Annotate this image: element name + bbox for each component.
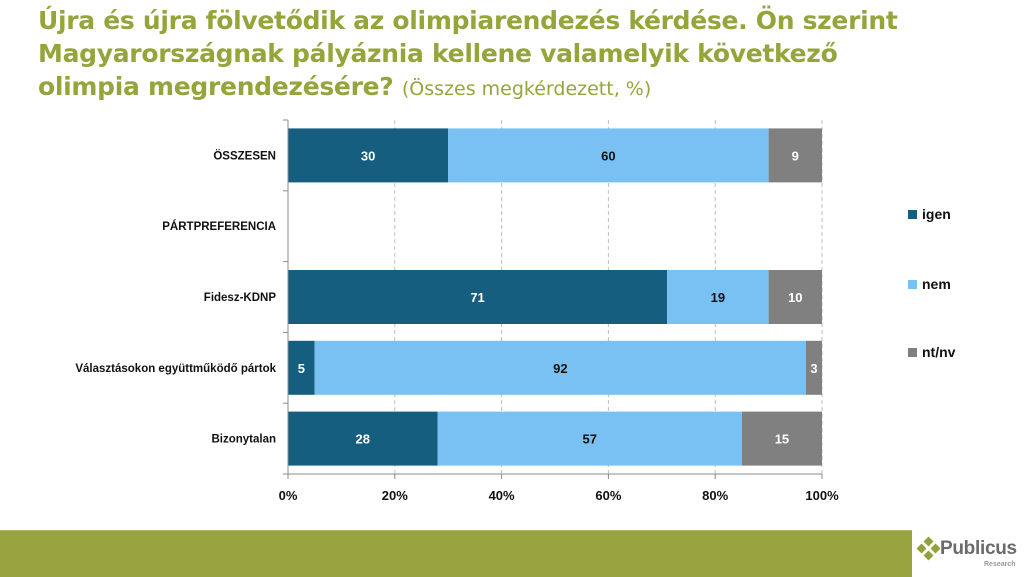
data-label: 57	[582, 432, 596, 447]
legend-item-ntnv: nt/nv	[908, 344, 955, 360]
category-label: Fidesz-KDNP	[204, 292, 277, 304]
bar-segment-nem	[437, 411, 742, 466]
legend-label-nem: nem	[922, 276, 951, 292]
category-label: Bizonytalan	[211, 434, 276, 446]
legend-item-igen: igen	[908, 206, 951, 222]
bars: 30 60 9 71 19 10 5 92 3 28 57 15	[288, 128, 822, 466]
data-label: 19	[711, 290, 725, 305]
bar-segment-igen	[288, 128, 449, 183]
tick-labels: 0% 20% 40% 60% 80% 100%	[279, 488, 839, 503]
data-label: 9	[792, 148, 799, 163]
axes	[283, 119, 823, 479]
bar-segment-nem	[314, 340, 806, 395]
category-label: Választásokon együttműködő pártok	[75, 363, 276, 375]
data-label: 71	[470, 290, 484, 305]
bar-segment-ntnv	[741, 411, 822, 466]
x-tick-label: 60%	[595, 488, 621, 503]
legend-label-igen: igen	[922, 206, 951, 222]
category-labels: ÖSSZESEN PÁRTPREFERENCIA Fidesz-KDNP Válasz…	[75, 149, 276, 445]
logo-subtext: Research	[984, 561, 1016, 568]
x-tick-label: 40%	[489, 488, 515, 503]
title-main: Újra és újra fölvetődik az olimpiarendez…	[38, 6, 898, 101]
x-tick-label: 80%	[702, 488, 728, 503]
legend-item-nem: nem	[908, 276, 951, 292]
bar-segment-ntnv	[768, 128, 822, 183]
logo-diamonds-icon	[916, 536, 940, 561]
data-label: 10	[788, 290, 802, 305]
bar-segment-igen	[288, 411, 438, 466]
data-label: 30	[361, 148, 375, 163]
bar-segment-igen	[288, 340, 315, 395]
x-tick-label: 100%	[805, 488, 839, 503]
stacked-bar-chart: 30 60 9 71 19 10 5 92 3 28 57 15 ÖSSZESEN PÁRTPREFER…	[75, 119, 839, 503]
publicus-logo: Publicus Research	[916, 536, 1022, 572]
legend-label-ntnv: nt/nv	[922, 344, 956, 360]
data-label: 5	[298, 361, 305, 376]
legend-swatch-ntnv	[908, 347, 917, 357]
category-label: PÁRTPREFERENCIA	[162, 220, 276, 233]
logo-text: Publicus	[940, 538, 1017, 559]
data-label: 28	[356, 432, 370, 447]
legend-swatch-igen	[908, 209, 917, 219]
category-label: ÖSSZESEN	[213, 149, 276, 162]
bar-segment-nem	[448, 128, 769, 183]
bar-segment-nem	[667, 270, 769, 324]
legend-swatch-nem	[908, 279, 917, 289]
x-tick-label: 20%	[382, 488, 408, 503]
footer-band	[0, 530, 912, 577]
title-subtitle: (Összes megkérdezett, %)	[401, 78, 652, 100]
data-label: 92	[553, 361, 567, 376]
data-label: 15	[775, 432, 789, 447]
chart-title: Újra és újra fölvetődik az olimpiarendez…	[38, 4, 938, 106]
bar-segment-ntnv	[768, 270, 822, 324]
bar-segment-ntnv	[805, 340, 822, 395]
bar-segment-igen	[288, 270, 668, 324]
data-label: 3	[810, 361, 817, 376]
x-tick-label: 0%	[279, 488, 298, 503]
data-label: 60	[601, 148, 615, 163]
